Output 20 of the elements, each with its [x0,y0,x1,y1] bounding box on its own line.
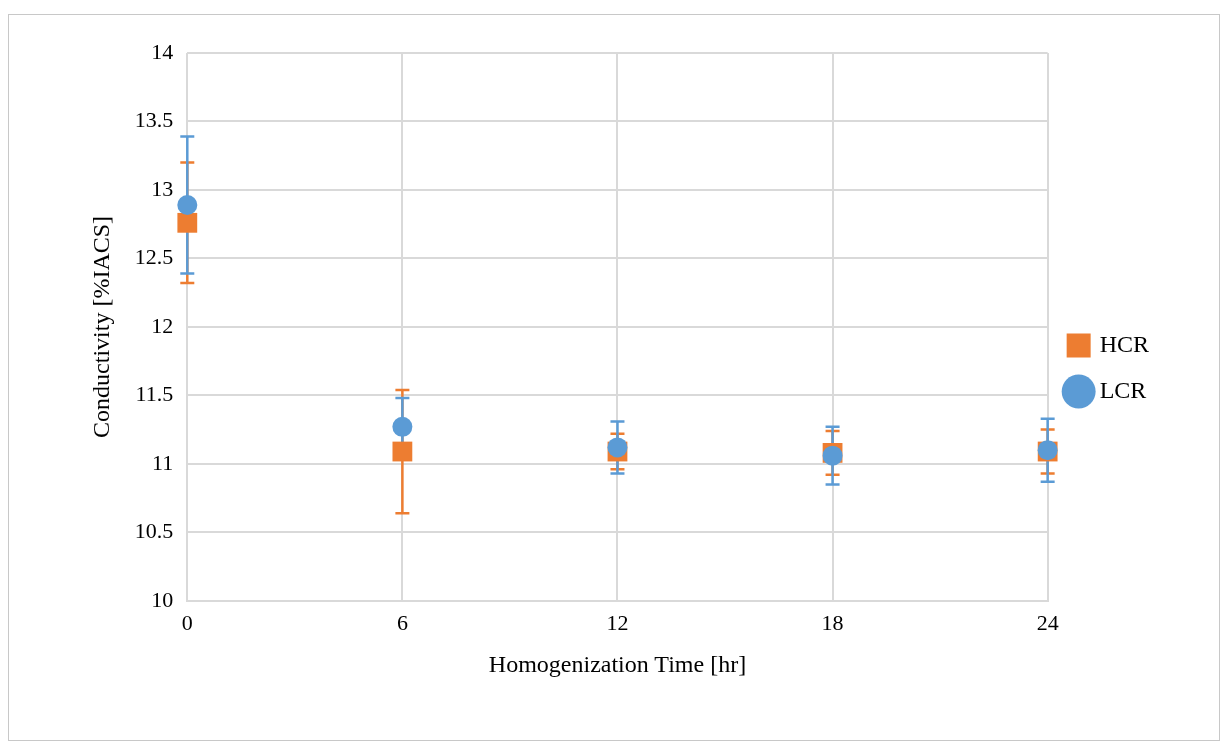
legend-label: HCR [1099,330,1150,357]
y-tick-label: 13 [151,175,174,201]
y-tick-label: 14 [151,38,174,64]
y-tick-label: 11 [152,449,174,475]
point [392,441,413,462]
y-tick-label: 13.5 [134,107,174,133]
y-tick-label: 12.5 [134,244,174,270]
legend-label: LCR [1099,376,1147,403]
y-tick-label: 12 [151,312,174,338]
y-tick-label: 11.5 [135,381,174,407]
y-axis-title: Conductivity [%IACS] [87,215,114,438]
x-axis-title: Homogenization Time [hr] [488,650,747,677]
point [392,416,413,437]
x-tick-label: 18 [821,609,844,635]
x-tick-label: 0 [181,609,193,635]
y-tick-label: 10.5 [134,518,174,544]
x-tick-label: 24 [1036,609,1059,635]
y-tick-label: 10 [151,586,174,612]
x-tick-label: 6 [396,609,408,635]
x-tick-label: 12 [606,609,629,635]
